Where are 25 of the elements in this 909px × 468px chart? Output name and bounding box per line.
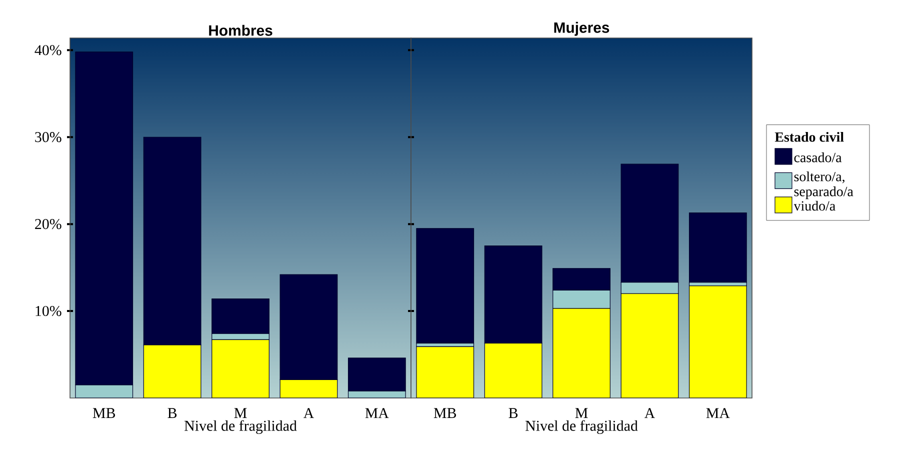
x-axis-title: Nivel de fragilidad (184, 420, 297, 434)
legend-label: viudo/a (794, 200, 836, 211)
legend-title: Estado civil (774, 132, 844, 142)
y-tick-label: 10% (36, 306, 62, 316)
bar (416, 346, 474, 398)
bar (688, 212, 747, 283)
chart-title: Hombres (209, 24, 272, 36)
y-tick-label: 40% (34, 45, 62, 56)
x-tick-label: M (575, 408, 588, 418)
y-tick-label: 20% (35, 219, 62, 230)
x-axis-title: Nivel de fragilidad (526, 420, 638, 434)
bar (688, 286, 747, 398)
x-tick-label: A (644, 408, 655, 418)
legend-label: casado/a (794, 152, 842, 162)
bar (416, 228, 474, 344)
x-tick-label: MB (434, 408, 456, 418)
x-tick-label: M (234, 408, 247, 418)
x-tick-label: B (508, 408, 518, 418)
y-tick-label: 30% (35, 132, 62, 142)
x-tick-label: MA (365, 408, 389, 418)
x-tick-label: A (303, 408, 314, 418)
x-tick-label: MB (92, 408, 115, 418)
x-tick-label: B (168, 408, 177, 418)
x-tick-label: MA (706, 408, 730, 418)
chart-title: Mujeres (554, 22, 610, 36)
